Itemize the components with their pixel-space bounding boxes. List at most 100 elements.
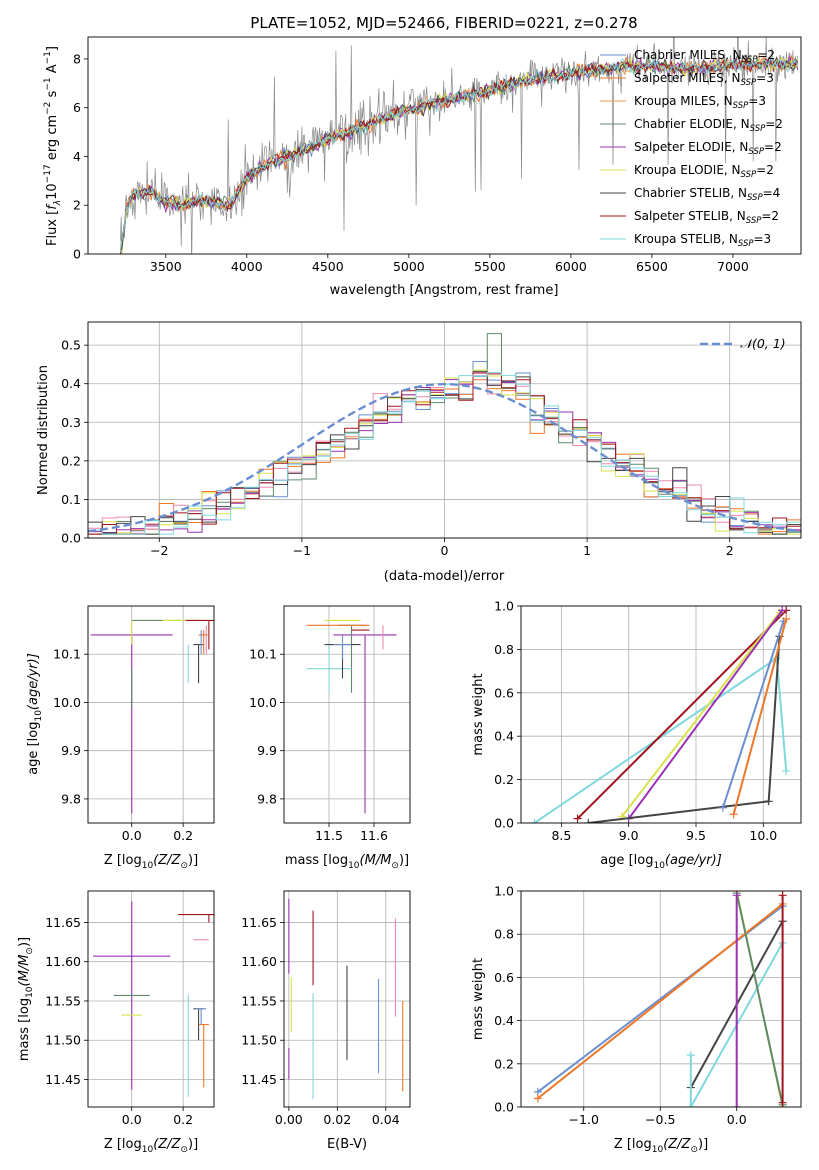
y-tick-label: 0.4 [494, 1013, 514, 1028]
y-tick-label: 8 [73, 51, 81, 66]
y-axis-label: age [log10(age/yr)] [26, 653, 44, 775]
mass-weight-marker [782, 766, 791, 775]
mass-weight-marker [782, 615, 791, 624]
legend-entry: Salpeter ELODIE, NSSP=2 [634, 140, 782, 157]
mass_vs_EBV-axes: 0.00 0.02 0.04 11.45 11.50 11.55 11.60 11.65 E(B… [241, 890, 411, 1152]
legend-entry: Chabrier STELIB, NSSP=4 [634, 186, 780, 203]
x-tick-label: 7000 [717, 259, 749, 274]
weight_vs_Z-axes: −1.0 −0.5 0.0 0.0 0.2 0.4 0.6 0.8 1.0 Z [log10(Z/… [471, 884, 802, 1155]
mass-weight-marker [732, 1103, 741, 1107]
figure-title: PLATE=1052, MJD=52466, FIBERID=0221, z=0… [250, 14, 637, 32]
x-tick-label: 0.0 [122, 828, 142, 843]
y-tick-label: 11.55 [241, 993, 277, 1008]
mass-weight-marker [764, 797, 773, 806]
mass-weight-marker [778, 606, 787, 615]
y-tick-label: 11.55 [45, 993, 81, 1008]
mass-weight-line [735, 892, 784, 1106]
age_vs_Z-axes: 0.0 0.2 9.8 9.9 10.0 10.1 Z [log10(Z/Z⊙)] age [… [26, 605, 215, 871]
x-tick-label: 6500 [636, 259, 668, 274]
mass-weight-marker [729, 810, 738, 819]
mass_vs_EBV-plot-area [288, 898, 404, 1100]
y-tick-label: 0.6 [494, 970, 514, 985]
y-tick-label: 0.0 [494, 816, 514, 831]
weight_vs_age-plot-area [530, 606, 791, 823]
x-tick-label: 5500 [474, 259, 506, 274]
mass-weight-marker [686, 1051, 695, 1060]
legend-entry: Salpeter MILES, NSSP=3 [634, 71, 774, 88]
mass_vs_Z-plot-area [93, 901, 214, 1097]
y-tick-label: 11.50 [241, 1033, 277, 1048]
x-tick-label: 0.00 [275, 1112, 303, 1127]
y-tick-label: 0.4 [494, 729, 514, 744]
mass-weight-marker [686, 1103, 695, 1107]
axes-frame [87, 605, 215, 824]
axes-frame [87, 321, 802, 539]
x-axis-label: Z [log10(Z/Z⊙)] [614, 1137, 708, 1155]
y-tick-label: 0.3 [61, 415, 81, 430]
mass-weight-line [537, 903, 784, 1100]
spectrum-plot-area [119, 37, 799, 254]
x-tick-label: 2 [726, 543, 734, 558]
mass-weight-line [576, 609, 787, 820]
age_vs_mass-axes: 11.5 11.6 9.8 9.9 10.0 10.1 mass [log10(M/M⊙)] [249, 605, 411, 871]
mass-weight-marker [573, 814, 582, 823]
x-tick-label: 0.2 [173, 1112, 193, 1127]
y-tick-label: 11.65 [241, 915, 277, 930]
x-axis-label: Z [log10(Z/Z⊙)] [104, 853, 198, 871]
residuals-plot-area [88, 333, 801, 535]
y-tick-label: 9.8 [257, 791, 277, 806]
y-tick-label: 1.0 [494, 884, 514, 899]
legend-entry: Salpeter STELIB, NSSP=2 [634, 209, 779, 226]
mass-weight-marker [732, 891, 741, 900]
y-tick-label: 9.9 [257, 743, 277, 758]
x-tick-label: 8.5 [551, 828, 571, 843]
x-tick-label: 9.5 [686, 828, 706, 843]
x-axis-label: mass [log10(M/M⊙)] [285, 853, 409, 871]
y-tick-label: 11.60 [241, 954, 277, 969]
x-tick-label: 11.5 [315, 828, 343, 843]
mass_vs_Z-axes: 0.0 0.2 11.45 11.50 11.55 11.60 11.65 Z [log10(… [17, 890, 215, 1155]
spectrum-axes: 3500 4000 4500 5000 5500 6000 6500 7000 0 2 4 6 8 Cha… [43, 36, 802, 298]
weight_vs_age-axes: 8.5 9.0 9.5 10.0 0.0 0.2 0.4 0.6 0.8 1.0 age [log1… [471, 599, 802, 871]
mass-weight-marker [584, 819, 593, 823]
mass-weight-line [732, 618, 788, 815]
y-tick-label: 0.2 [61, 453, 81, 468]
x-tick-label: 9.0 [619, 828, 639, 843]
y-tick-label: 11.60 [45, 954, 81, 969]
y-tick-label: 10.0 [53, 695, 81, 710]
mass-weight-marker [778, 891, 787, 900]
age_vs_mass-plot-area [306, 619, 397, 814]
mass-weight-line [689, 942, 784, 1107]
y-tick-label: 0.2 [494, 1056, 514, 1071]
y-axis-label: Normed distribution [36, 365, 51, 495]
x-axis-label: age [log10(age/yr)] [600, 853, 722, 871]
y-tick-label: 10.1 [249, 647, 277, 662]
x-axis-label: E(B-V) [327, 1137, 367, 1152]
histogram-step [88, 361, 801, 535]
legend-entry: Kroupa STELIB, NSSP=3 [634, 232, 771, 249]
legend-entry: Kroupa MILES, NSSP=3 [634, 94, 766, 111]
x-tick-label: 1 [583, 543, 591, 558]
x-axis-label: (data-model)/error [384, 569, 505, 584]
x-tick-label: 0 [441, 543, 449, 558]
x-tick-label: 0.2 [173, 828, 193, 843]
y-tick-label: 11.65 [45, 915, 81, 930]
x-tick-label: −1.0 [569, 1112, 599, 1127]
x-tick-label: −1 [293, 543, 311, 558]
y-tick-label: 0.0 [61, 531, 81, 546]
x-tick-label: 0.0 [727, 1112, 747, 1127]
y-tick-label: 10.1 [53, 647, 81, 662]
y-tick-label: 11.50 [45, 1033, 81, 1048]
mass-weight-line [621, 611, 781, 818]
x-tick-label: 6000 [555, 259, 587, 274]
mass-weight-line [627, 609, 784, 820]
y-tick-label: 0.5 [61, 338, 81, 353]
y-tick-label: 9.9 [61, 743, 81, 758]
y-tick-label: 0.0 [494, 1100, 514, 1115]
y-tick-label: 0.6 [494, 685, 514, 700]
x-axis-label: Z [log10(Z/Z⊙)] [104, 1137, 198, 1155]
y-tick-label: 0 [73, 247, 81, 262]
axes-frame [87, 36, 802, 255]
axes-frame [283, 890, 411, 1108]
y-axis-label: mass weight [471, 673, 486, 755]
